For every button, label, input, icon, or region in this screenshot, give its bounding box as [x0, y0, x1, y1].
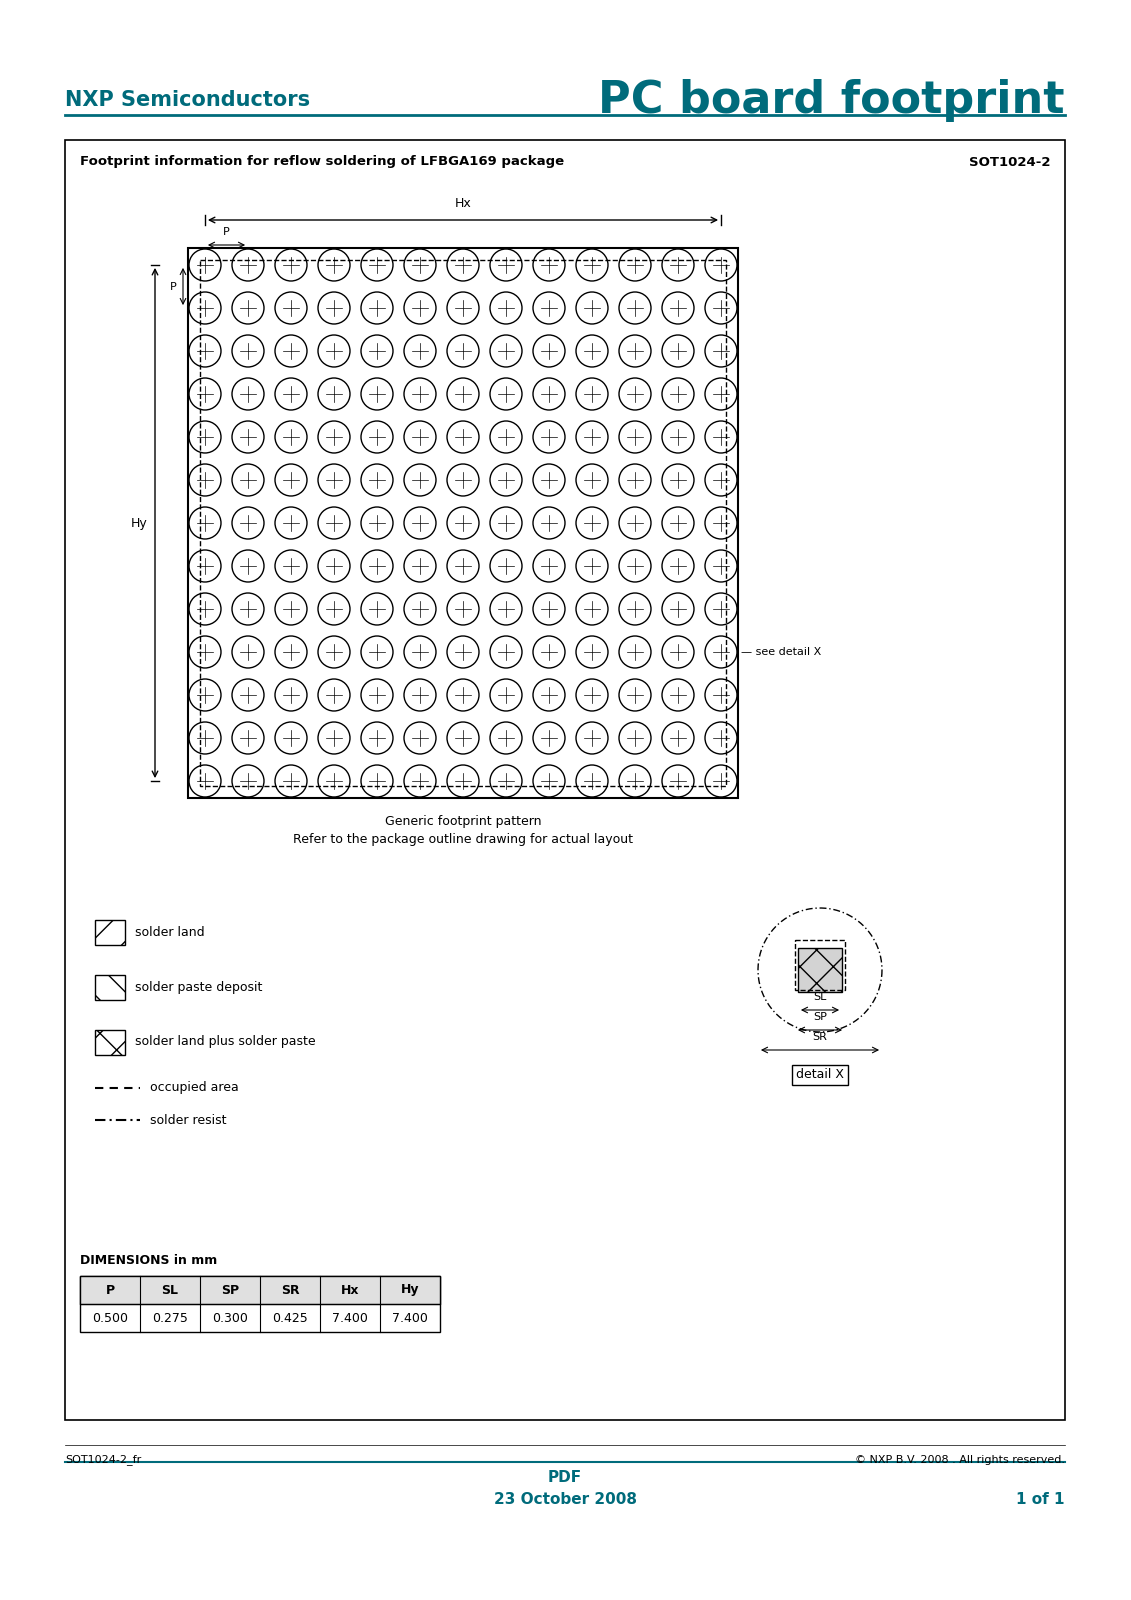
Text: 23 October 2008: 23 October 2008: [493, 1493, 637, 1507]
Text: 1 of 1: 1 of 1: [1017, 1493, 1065, 1507]
Text: 0.275: 0.275: [152, 1312, 188, 1325]
Bar: [95, 974, 126, 1000]
Text: solder paste deposit: solder paste deposit: [135, 981, 262, 994]
Text: P: P: [105, 1283, 114, 1296]
Text: occupied area: occupied area: [150, 1082, 239, 1094]
Text: solder land: solder land: [135, 925, 205, 939]
Text: PDF: PDF: [547, 1470, 582, 1485]
Text: SR: SR: [280, 1283, 300, 1296]
Text: Refer to the package outline drawing for actual layout: Refer to the package outline drawing for…: [293, 832, 633, 845]
Text: DIMENSIONS in mm: DIMENSIONS in mm: [80, 1253, 217, 1267]
Text: Hx: Hx: [455, 197, 472, 210]
Bar: [80, 1277, 440, 1331]
Text: © NXP B.V. 2008 . All rights reserved.: © NXP B.V. 2008 . All rights reserved.: [855, 1454, 1065, 1466]
Text: P: P: [171, 282, 176, 291]
Text: SL: SL: [813, 992, 827, 1002]
Text: NXP Semiconductors: NXP Semiconductors: [64, 90, 310, 110]
Text: SOT1024-2_fr: SOT1024-2_fr: [64, 1454, 141, 1466]
Text: 0.425: 0.425: [273, 1312, 308, 1325]
Bar: [64, 141, 1065, 1421]
Bar: [200, 259, 726, 786]
Text: solder land plus solder paste: solder land plus solder paste: [135, 1035, 316, 1048]
Bar: [95, 1030, 126, 1054]
Text: Footprint information for reflow soldering of LFBGA169 package: Footprint information for reflow solderi…: [80, 155, 564, 168]
Bar: [95, 920, 126, 946]
Text: solder resist: solder resist: [150, 1114, 226, 1126]
Text: Generic footprint pattern: Generic footprint pattern: [385, 814, 542, 827]
Text: PC board footprint: PC board footprint: [598, 78, 1065, 122]
Text: Hy: Hy: [400, 1283, 420, 1296]
Text: P: P: [223, 227, 230, 237]
Bar: [795, 939, 845, 990]
Text: SR: SR: [812, 1032, 828, 1042]
Text: SOT1024-2: SOT1024-2: [968, 155, 1050, 168]
Text: SL: SL: [162, 1283, 179, 1296]
Text: 0.300: 0.300: [213, 1312, 248, 1325]
Bar: [188, 248, 739, 798]
Text: SP: SP: [813, 1013, 827, 1022]
Text: 7.400: 7.400: [392, 1312, 428, 1325]
Text: Hx: Hx: [340, 1283, 360, 1296]
Text: — see detail X: — see detail X: [741, 646, 821, 658]
Text: SP: SP: [221, 1283, 239, 1296]
Text: Hy: Hy: [130, 517, 147, 530]
Text: detail X: detail X: [796, 1069, 844, 1082]
Bar: [798, 947, 841, 992]
Text: 7.400: 7.400: [333, 1312, 368, 1325]
Bar: [80, 1277, 440, 1304]
Text: 0.500: 0.500: [92, 1312, 128, 1325]
